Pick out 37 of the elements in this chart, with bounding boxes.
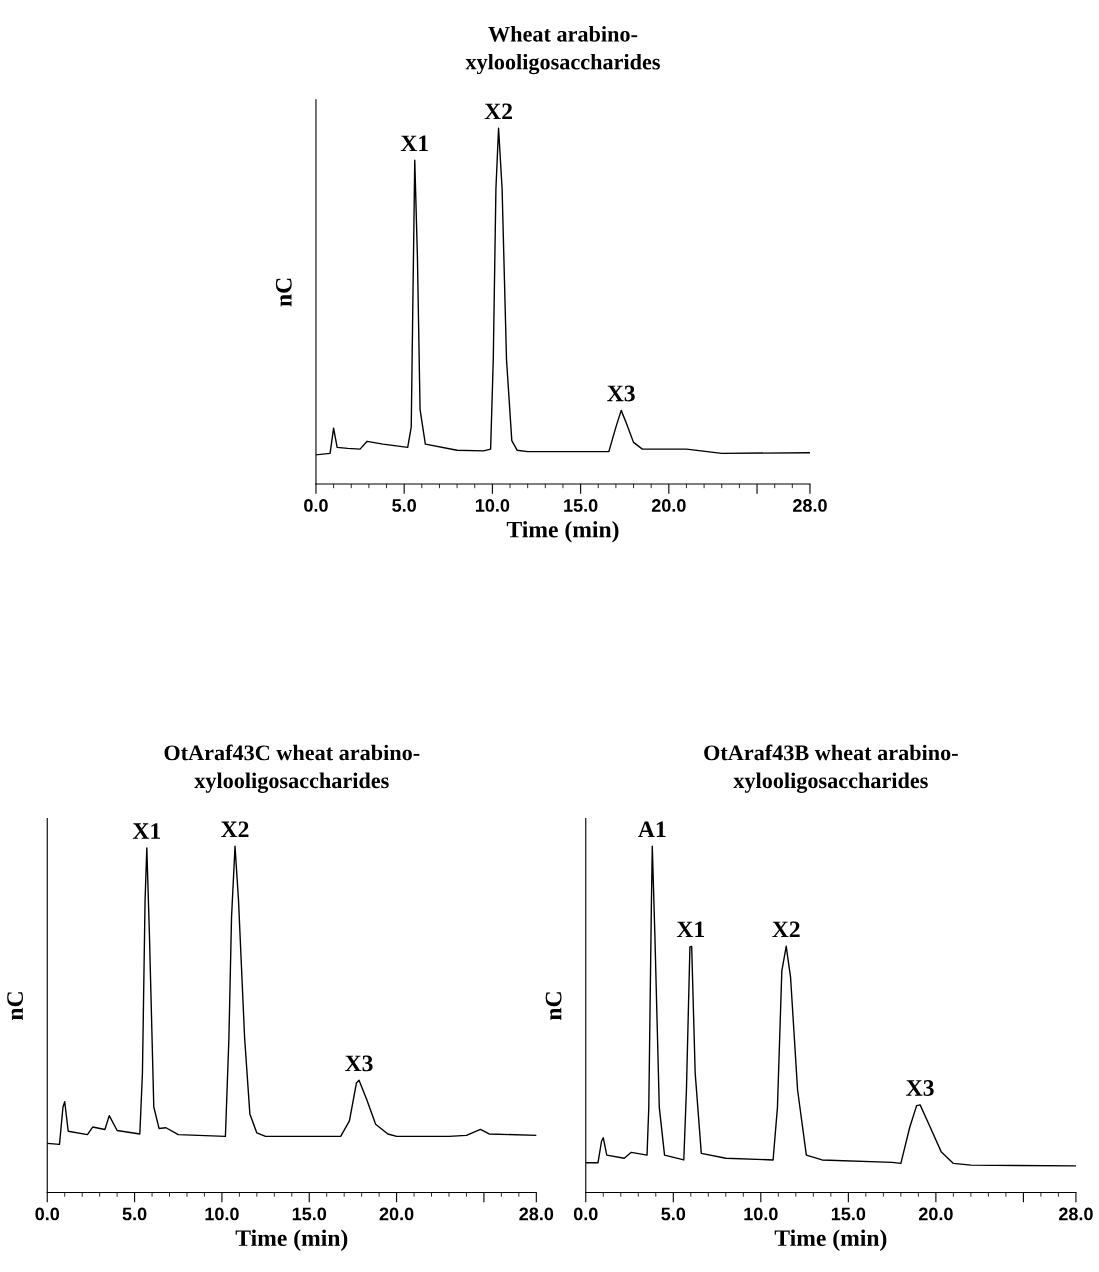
annotation: X1 [400, 135, 428, 152]
x-tick-label: 20.0 [379, 1207, 414, 1221]
x-tick-label: 5.0 [661, 1207, 686, 1221]
annotation: X2 [772, 921, 800, 938]
chart-title: OtAraf43B wheat arabino- xylooligosaccharides [704, 744, 958, 793]
x-axis-title: Time (min) [774, 1229, 887, 1251]
y-axis-title: nC [7, 992, 24, 1020]
annotation: X3 [906, 1080, 934, 1096]
x-tick-label: 5.0 [122, 1207, 147, 1221]
annotation: X2 [221, 821, 249, 838]
annotation: A1 [638, 821, 666, 838]
x-tick-label: 15.0 [292, 1207, 327, 1221]
x-tick-label: 0.0 [35, 1207, 60, 1221]
x-axis-title: Time (min) [235, 1229, 348, 1251]
x-tick-label: 5.0 [392, 499, 416, 512]
x-tick-label: 15.0 [564, 499, 598, 512]
x-tick-label: 28.0 [519, 1207, 554, 1221]
y-axis-title: nC [545, 992, 562, 1020]
x-tick-label: 10.0 [744, 1207, 778, 1221]
x-tick-label: 0.0 [304, 499, 328, 512]
x-tick-label: 10.0 [475, 499, 510, 512]
x-tick-label: 0.0 [573, 1207, 598, 1221]
chart-title: Wheat arabino- xylooligosaccharides [465, 26, 660, 75]
chart-title: OtAraf43C wheat arabino- xylooligosaccharides [164, 744, 420, 793]
annotation: X1 [132, 823, 161, 839]
annotation: X2 [484, 103, 512, 120]
x-tick-label: 15.0 [831, 1207, 866, 1221]
y-axis-title: nC [275, 278, 292, 307]
x-tick-label: 10.0 [205, 1207, 239, 1221]
annotation: X3 [607, 385, 635, 402]
x-tick-label: 28.0 [793, 499, 827, 512]
x-axis-title: Time (min) [506, 520, 619, 543]
annotation: X1 [676, 921, 705, 938]
x-tick-label: 20.0 [651, 499, 686, 512]
x-tick-label: 28.0 [1058, 1207, 1093, 1221]
annotation: X3 [345, 1055, 373, 1072]
x-tick-label: 20.0 [918, 1207, 953, 1221]
